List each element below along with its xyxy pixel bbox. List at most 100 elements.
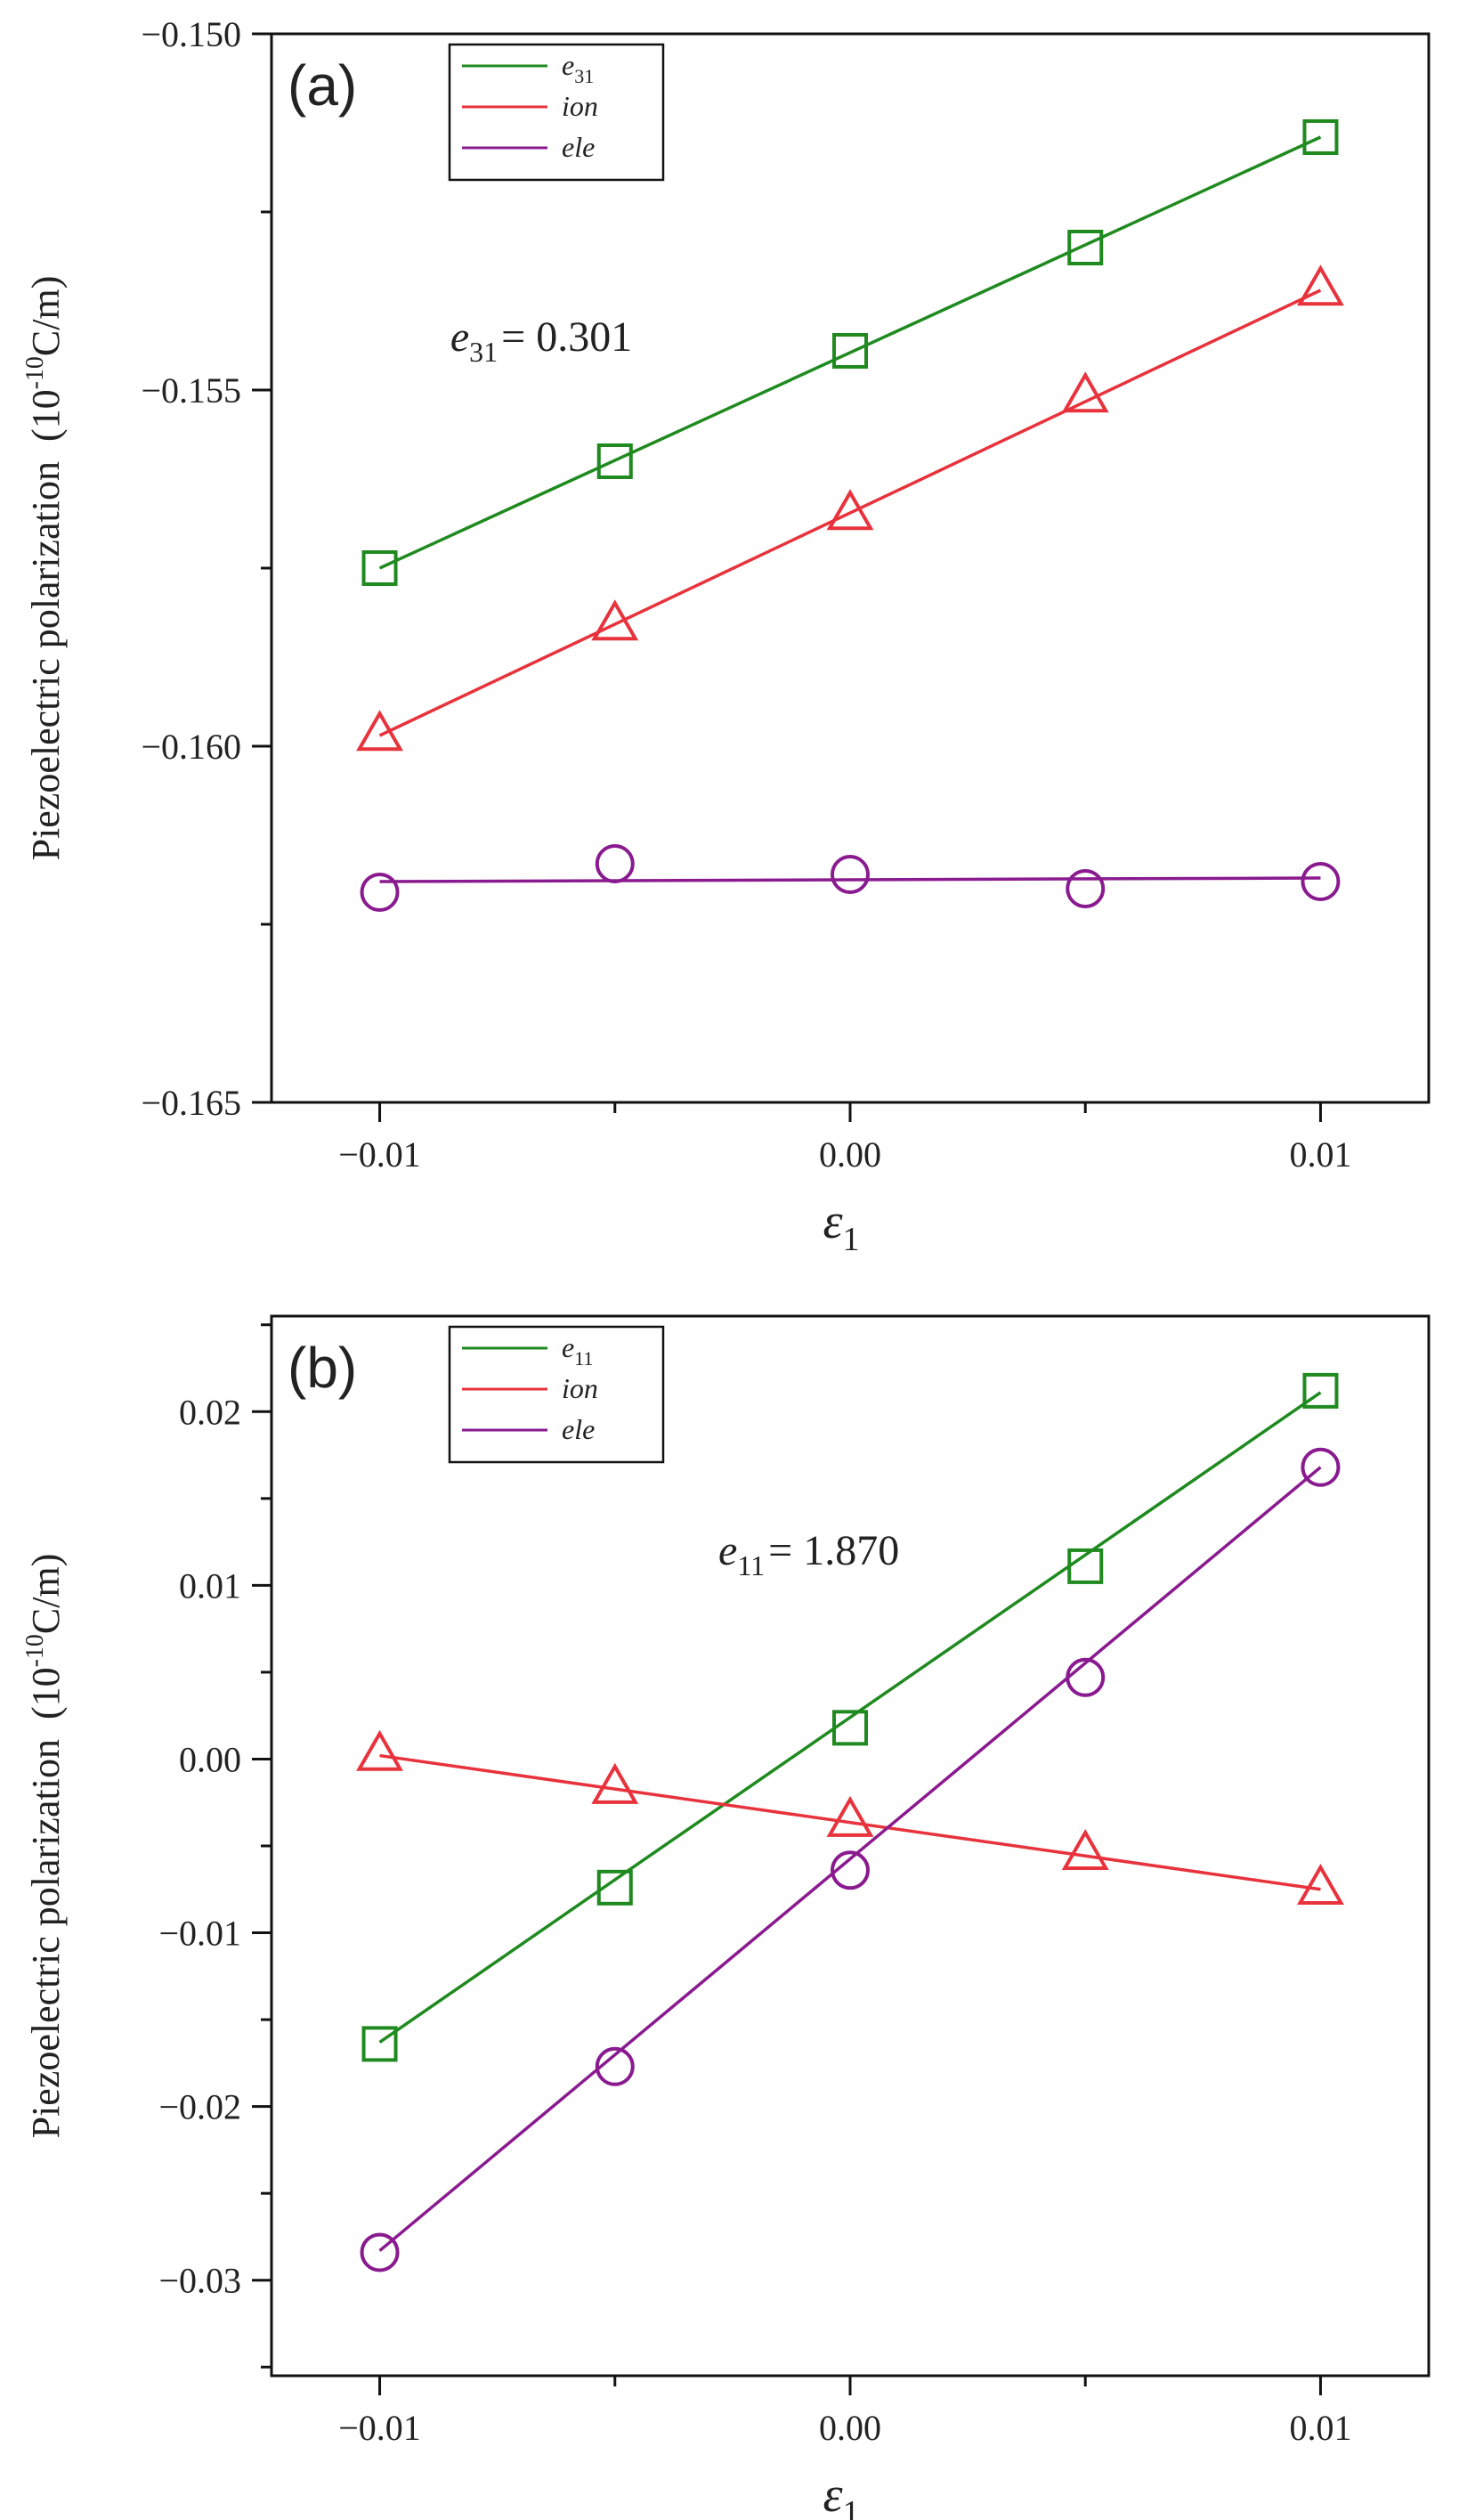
legend-label-ion: ion [562,90,598,122]
series-ion [356,1729,1344,1905]
legend-label-name: ele [562,131,595,163]
fit-line [378,289,1322,737]
data-point-square [596,1869,633,1906]
y-axis-label-unit-end: C/m) [24,1554,68,1634]
fit-line [378,135,1322,570]
annotation-subscript: 11 [737,1549,765,1581]
annotation-value: = 1.870 [768,1527,899,1574]
data-point-square [1302,119,1339,155]
data-point-circle [831,1850,870,1890]
y-tick-label: −0.01 [158,1914,241,1954]
data-point-triangle [356,710,404,752]
x-axis-label: ε1 [823,1194,859,1258]
data-point-square [1302,1372,1339,1409]
y-axis-label-exponent: -10 [21,1634,49,1667]
series-e11 [361,1372,1339,2062]
y-axis-label-unit-end: C/m) [24,276,68,356]
annotation-value: = 0.301 [501,313,632,361]
x-axis-label: ε1 [823,2467,859,2520]
data-point-circle [360,873,400,912]
legend-label-ele: ele [562,1413,595,1445]
data-point-circle [595,2046,635,2086]
legend-label-e31: e31 [562,49,594,87]
annotation-subscript: 31 [469,336,498,368]
x-tick-label: 0.01 [1289,1134,1351,1175]
legend-label-name: e [562,49,574,81]
y-tick-label: 0.01 [179,1565,241,1605]
y-axis-label-main: Piezoelectric polarization [24,1739,68,2138]
data-point-triangle [591,1762,639,1804]
y-axis-label-unit: (10 [24,389,68,442]
plot-frame [270,32,1431,1104]
legend-label-ele: ele [562,131,595,163]
series-e31 [361,119,1339,586]
fit-line [379,876,1321,883]
x-axis-label-symbol: ε [823,1194,843,1249]
legend-label-name: e [562,1331,574,1363]
fit-line [379,1753,1321,1891]
y-tick-label: −0.155 [141,370,241,411]
chart-panel-b: −0.01 0.00 0.01 −0.03 −0.02 −0.01 0.00 0.01 0.02… [21,1314,1431,2520]
data-point-square [832,1710,868,1746]
x-axis-label-subscript: 1 [843,2494,860,2520]
panel-label: (b) [288,1336,357,1400]
y-tick-label: −0.165 [141,1083,241,1123]
data-point-triangle [1061,1828,1109,1870]
plot-frame [270,1314,1431,2378]
y-tick-label: −0.02 [158,2087,241,2127]
y-tick-label: −0.03 [158,2261,241,2301]
data-point-circle [595,844,635,883]
x-tick-label: −0.01 [338,2408,421,2448]
x-axis-label-symbol: ε [823,2467,843,2520]
x-axis-label-subscript: 1 [843,1221,860,1258]
legend-label-e11: e11 [562,1331,593,1370]
data-point-triangle [1296,1863,1344,1905]
data-point-square [361,2026,398,2062]
data-point-triangle [1061,371,1109,413]
data-point-triangle [1296,264,1344,306]
coefficient-annotation: e11= 1.870 [718,1527,899,1581]
data-point-circle [360,2232,400,2272]
legend-label-name: ele [562,1413,595,1445]
y-axis-label: Piezoelectric polarization (10-10C/m) [21,1554,68,2139]
legend-label-subscript: 11 [574,1347,593,1370]
data-point-square [361,550,398,586]
y-tick-label: 0.00 [179,1739,241,1779]
annotation-symbol: e [450,313,469,361]
data-point-circle [1066,1657,1106,1697]
annotation-symbol: e [718,1527,737,1574]
chart-panel-a: −0.01 0.00 0.01 −0.165 −0.160 −0.155 −0.150 Pie… [21,14,1431,1258]
y-tick-label: 0.02 [179,1392,241,1432]
series-ion [356,264,1344,752]
data-point-triangle [826,1795,874,1837]
data-point-square [596,443,633,479]
y-tick-label: −0.150 [141,14,241,54]
x-tick-label: 0.00 [819,2408,881,2448]
y-tick-label: −0.160 [141,727,241,767]
series-ele [360,844,1341,912]
coefficient-annotation: e31= 0.301 [450,313,632,368]
series-ele [360,1447,1341,2272]
data-point-triangle [826,489,874,531]
data-point-circle [1066,869,1106,908]
data-point-triangle [356,1729,404,1771]
data-point-triangle [591,599,639,641]
data-point-square [832,333,868,369]
y-axis-label-exponent: -10 [21,356,49,389]
data-point-square [1067,1548,1104,1584]
y-axis-label-unit: (10 [24,1667,68,1719]
data-point-circle [1301,862,1341,901]
x-tick-label: 0.01 [1289,2408,1351,2448]
legend-label-ion: ion [562,1372,598,1404]
y-axis-label: Piezoelectric polarization (10-10C/m) [21,276,68,861]
legend-label-name: ion [562,1372,598,1404]
data-point-circle [831,855,870,894]
x-tick-label: 0.00 [819,1134,881,1175]
x-tick-label: −0.01 [338,1134,421,1175]
legend-label-subscript: 31 [574,65,594,87]
fit-line [378,1466,1322,2252]
panel-label: (a) [288,53,357,118]
fit-line [378,1391,1322,2044]
legend-label-name: ion [562,90,598,122]
